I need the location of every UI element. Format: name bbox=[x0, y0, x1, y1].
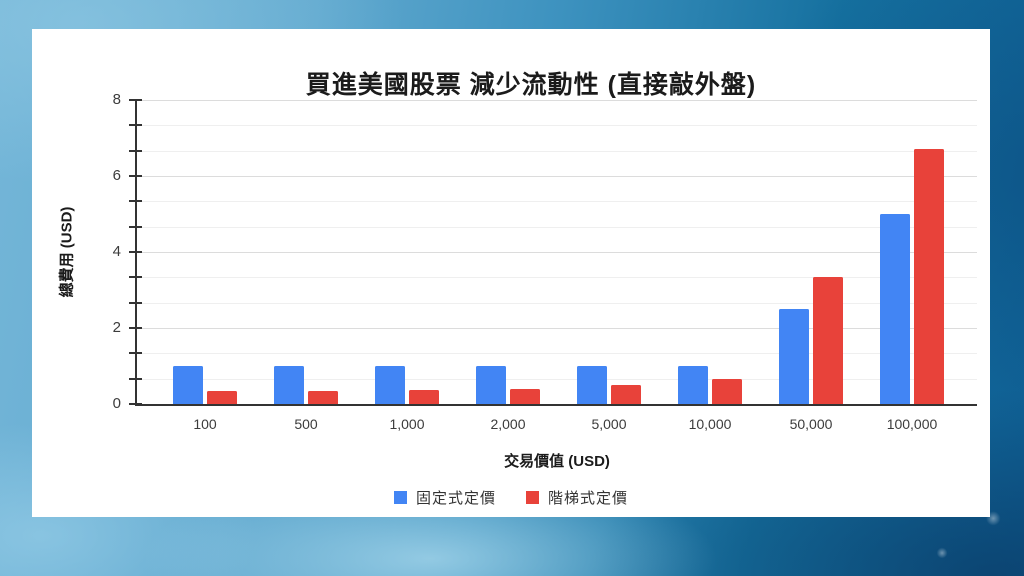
bar-tiered-10,000 bbox=[712, 379, 742, 404]
x-axis-line bbox=[135, 404, 977, 406]
y-tick-label: 6 bbox=[112, 167, 121, 184]
y-tick bbox=[129, 124, 142, 127]
bar-fixed-500 bbox=[274, 366, 304, 404]
x-tick-label: 10,000 bbox=[688, 416, 732, 432]
bar-group bbox=[880, 100, 944, 404]
gridline bbox=[137, 328, 977, 329]
gridline bbox=[137, 150, 977, 152]
bar-group bbox=[375, 100, 439, 404]
y-tick bbox=[129, 251, 142, 253]
y-axis-title: 總費用 (USD) bbox=[58, 206, 76, 298]
y-tick bbox=[129, 149, 142, 152]
chart-card: 買進美國股票 減少流動性 (直接敲外盤) 總費用 (USD) 0 2 4 6 8 100 5… bbox=[32, 29, 990, 517]
bar-fixed-5,000 bbox=[577, 366, 607, 404]
x-tick-label: 100,000 bbox=[886, 416, 938, 432]
x-axis-title: 交易價值 (USD) bbox=[504, 453, 610, 470]
bar-group bbox=[274, 100, 338, 404]
bar-group bbox=[577, 100, 641, 404]
y-tick-label: 2 bbox=[112, 319, 121, 336]
legend: 固定式定價 階梯式定價 bbox=[32, 487, 990, 508]
y-tick-label: 0 bbox=[112, 395, 121, 412]
y-tick bbox=[129, 225, 142, 228]
y-tick bbox=[129, 327, 142, 329]
bar-fixed-100 bbox=[173, 366, 203, 404]
gridline bbox=[137, 201, 977, 203]
bar-group bbox=[678, 100, 742, 404]
bar-tiered-1,000 bbox=[409, 389, 439, 404]
bar-group bbox=[476, 100, 540, 404]
bar-tiered-100,000 bbox=[914, 149, 944, 404]
gridline bbox=[137, 252, 977, 253]
x-tick-label: 500 bbox=[294, 416, 318, 432]
bar-tiered-100 bbox=[207, 390, 237, 404]
bar-tiered-2,000 bbox=[510, 388, 540, 404]
bar-fixed-100,000 bbox=[880, 214, 910, 404]
y-tick bbox=[129, 276, 142, 279]
y-tick bbox=[129, 175, 142, 177]
y-tick-label: 8 bbox=[112, 91, 121, 108]
bar-fixed-1,000 bbox=[375, 366, 405, 404]
gridline bbox=[137, 100, 977, 101]
y-tick-label: 4 bbox=[112, 243, 121, 260]
x-tick-label: 100 bbox=[193, 416, 217, 432]
x-tick-label: 2,000 bbox=[490, 416, 526, 432]
bar-fixed-2,000 bbox=[476, 366, 506, 404]
gridline bbox=[137, 226, 977, 228]
x-tick-label: 50,000 bbox=[789, 416, 833, 432]
gridline bbox=[137, 125, 977, 127]
gridline bbox=[137, 302, 977, 304]
x-tick-label: 1,000 bbox=[389, 416, 425, 432]
bar-tiered-500 bbox=[308, 390, 338, 404]
bar-fixed-10,000 bbox=[678, 366, 708, 404]
plot-area: 0 2 4 6 8 100 500 1,000 2,000 5,000 10,000 50,000 10… bbox=[113, 91, 977, 432]
legend-item-tiered: 階梯式定價 bbox=[526, 487, 628, 508]
legend-swatch-tiered bbox=[526, 491, 539, 504]
bar-fixed-50,000 bbox=[779, 309, 809, 404]
legend-item-fixed: 固定式定價 bbox=[393, 487, 496, 508]
y-tick bbox=[129, 352, 142, 355]
y-tick bbox=[129, 200, 142, 203]
legend-label: 階梯式定價 bbox=[548, 490, 629, 507]
gridline bbox=[137, 176, 977, 177]
bar-group bbox=[779, 100, 843, 404]
x-tick-label: 5,000 bbox=[591, 416, 627, 432]
y-tick bbox=[129, 301, 142, 304]
y-tick bbox=[129, 403, 142, 405]
legend-swatch-fixed bbox=[393, 491, 407, 504]
bar-tiered-50,000 bbox=[813, 277, 843, 404]
bar-group bbox=[173, 100, 237, 404]
chart-title: 買進美國股票 減少流動性 (直接敲外盤) bbox=[305, 71, 757, 99]
gridline bbox=[137, 277, 977, 279]
gridline bbox=[137, 353, 977, 355]
y-tick bbox=[129, 377, 142, 380]
y-tick bbox=[129, 99, 142, 101]
bar-tiered-5,000 bbox=[611, 385, 641, 404]
legend-label: 固定式定價 bbox=[415, 490, 496, 507]
gridline bbox=[137, 378, 977, 380]
